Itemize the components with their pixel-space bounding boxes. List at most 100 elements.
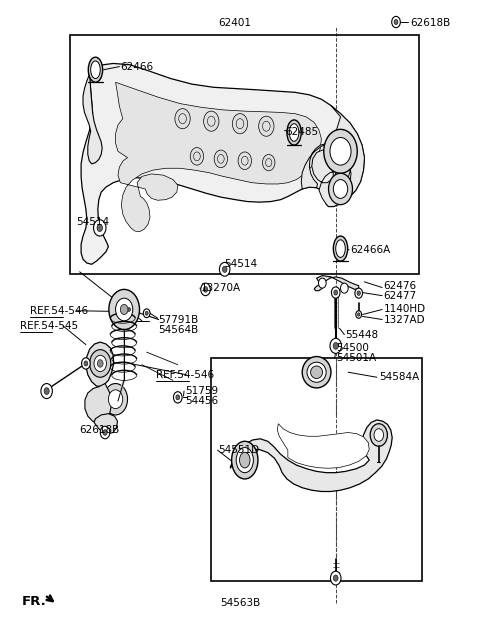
Ellipse shape [91, 61, 100, 79]
Circle shape [204, 111, 219, 131]
Circle shape [219, 262, 230, 276]
Circle shape [204, 287, 208, 292]
Circle shape [356, 311, 361, 318]
Text: 62618B: 62618B [80, 425, 120, 435]
Text: 57791B: 57791B [158, 314, 199, 325]
Circle shape [392, 16, 400, 28]
Circle shape [100, 426, 110, 439]
Text: 54584A: 54584A [379, 372, 419, 382]
Polygon shape [301, 106, 364, 206]
Circle shape [145, 311, 148, 315]
Circle shape [263, 155, 275, 171]
Text: 62466: 62466 [120, 62, 154, 72]
Ellipse shape [287, 120, 301, 145]
Ellipse shape [232, 442, 258, 479]
Text: 62485: 62485 [286, 128, 319, 138]
Polygon shape [230, 420, 392, 491]
Text: 54563B: 54563B [220, 598, 260, 608]
Polygon shape [83, 69, 102, 164]
Circle shape [41, 384, 52, 399]
Ellipse shape [236, 448, 253, 472]
Polygon shape [277, 424, 369, 468]
Polygon shape [86, 342, 114, 387]
Circle shape [324, 130, 357, 173]
Circle shape [374, 429, 384, 442]
Text: 51759: 51759 [185, 386, 218, 396]
Circle shape [82, 358, 90, 369]
Circle shape [358, 313, 360, 316]
Circle shape [394, 19, 398, 25]
Circle shape [190, 148, 204, 165]
Circle shape [175, 109, 190, 129]
Polygon shape [94, 414, 118, 434]
Circle shape [357, 291, 360, 296]
Circle shape [90, 350, 111, 377]
Circle shape [94, 355, 107, 372]
Text: 54456: 54456 [185, 396, 218, 406]
Circle shape [238, 152, 252, 170]
Text: 54514: 54514 [76, 216, 109, 226]
Circle shape [108, 390, 123, 409]
Circle shape [355, 288, 362, 298]
Circle shape [330, 138, 351, 165]
Ellipse shape [289, 124, 299, 142]
Circle shape [126, 305, 132, 314]
Circle shape [333, 575, 338, 581]
Circle shape [97, 224, 103, 231]
Circle shape [319, 278, 326, 288]
Text: REF.54-545: REF.54-545 [20, 321, 78, 331]
Circle shape [109, 289, 140, 330]
Text: REF.54-546: REF.54-546 [156, 370, 215, 380]
Text: 62477: 62477 [384, 291, 417, 301]
Circle shape [331, 287, 340, 298]
Text: 62618B: 62618B [410, 18, 450, 28]
Text: 54564B: 54564B [158, 325, 199, 335]
Text: 54551D: 54551D [218, 445, 260, 455]
Text: REF.54-546: REF.54-546 [30, 306, 88, 316]
Ellipse shape [336, 240, 345, 257]
Circle shape [330, 338, 341, 353]
Bar [211, 359, 422, 581]
Circle shape [259, 116, 274, 136]
Circle shape [333, 343, 338, 349]
Text: 62466A: 62466A [350, 245, 390, 255]
Polygon shape [81, 64, 364, 264]
Circle shape [44, 387, 49, 394]
Circle shape [173, 392, 182, 403]
Text: 54514: 54514 [225, 259, 258, 269]
Text: 55448: 55448 [345, 330, 378, 340]
Circle shape [370, 424, 387, 447]
Bar [70, 35, 420, 274]
Polygon shape [85, 384, 112, 423]
Circle shape [97, 360, 103, 367]
Text: 1327AD: 1327AD [384, 314, 425, 325]
Circle shape [328, 173, 352, 204]
Circle shape [144, 309, 150, 318]
Ellipse shape [333, 236, 348, 261]
Polygon shape [314, 276, 359, 291]
Text: 62476: 62476 [384, 281, 417, 291]
Text: 54501A: 54501A [336, 353, 376, 364]
Circle shape [214, 150, 228, 168]
Circle shape [330, 571, 341, 585]
Circle shape [176, 395, 180, 400]
Circle shape [334, 290, 337, 295]
Circle shape [103, 430, 107, 435]
Circle shape [232, 114, 248, 134]
Circle shape [120, 304, 128, 314]
Circle shape [104, 384, 128, 415]
Text: 54500: 54500 [336, 343, 369, 353]
Text: FR.: FR. [22, 596, 47, 608]
Ellipse shape [307, 362, 326, 382]
Circle shape [94, 220, 106, 236]
Ellipse shape [240, 452, 250, 468]
Text: 62401: 62401 [219, 18, 252, 28]
Circle shape [201, 283, 210, 296]
Polygon shape [116, 82, 322, 231]
Ellipse shape [88, 57, 103, 82]
Circle shape [128, 308, 131, 311]
Ellipse shape [311, 366, 323, 379]
Text: 1140HD: 1140HD [384, 304, 426, 314]
Circle shape [340, 283, 348, 293]
Circle shape [84, 361, 88, 366]
